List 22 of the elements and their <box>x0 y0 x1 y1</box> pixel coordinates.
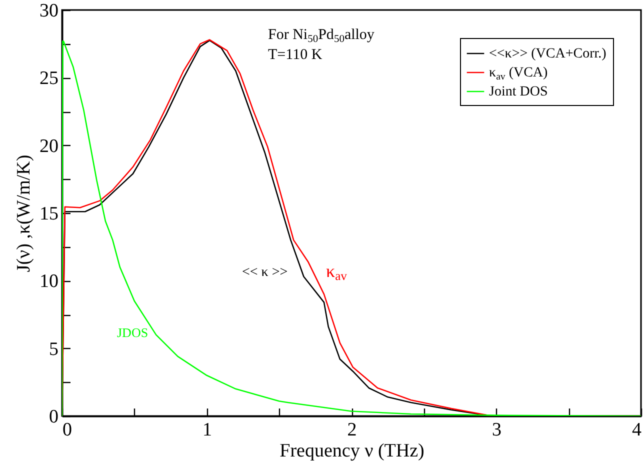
y-tick-label: 30 <box>40 0 58 22</box>
annotation: κ$_{av}$ <box>326 261 348 284</box>
y-tick-label: 10 <box>40 271 58 292</box>
y-tick-label: 0 <box>49 406 58 428</box>
x-tick-label: 2 <box>347 420 357 440</box>
legend-label: κ$_{av}$ (VCA) <box>489 66 548 82</box>
annotation: T=110 K <box>268 47 322 63</box>
x-tick-label: 3 <box>492 420 502 440</box>
x-tick-label: 0 <box>62 420 72 440</box>
x-tick-label: 1 <box>202 420 212 440</box>
legend-label: Joint DOS <box>489 84 548 100</box>
annotation: For Ni$_{50}$Pd$_{50}$alloy <box>268 27 375 45</box>
y-tick-label: 5 <box>49 338 58 360</box>
y-tick-label: 20 <box>40 136 58 157</box>
annotation: JDOS <box>117 325 148 340</box>
y-tick-label: 25 <box>40 68 58 90</box>
annotation: << κ >> <box>242 265 288 280</box>
x-tick-label: 4 <box>632 420 642 440</box>
y-axis-title: J(ν) ,κ(W/m/K) <box>14 154 34 272</box>
legend-label: <<κ>> (VCA+Corr.) <box>489 46 607 62</box>
x-axis-title: Frequency ν (THz) <box>280 440 424 462</box>
y-tick-label: 15 <box>40 204 58 224</box>
